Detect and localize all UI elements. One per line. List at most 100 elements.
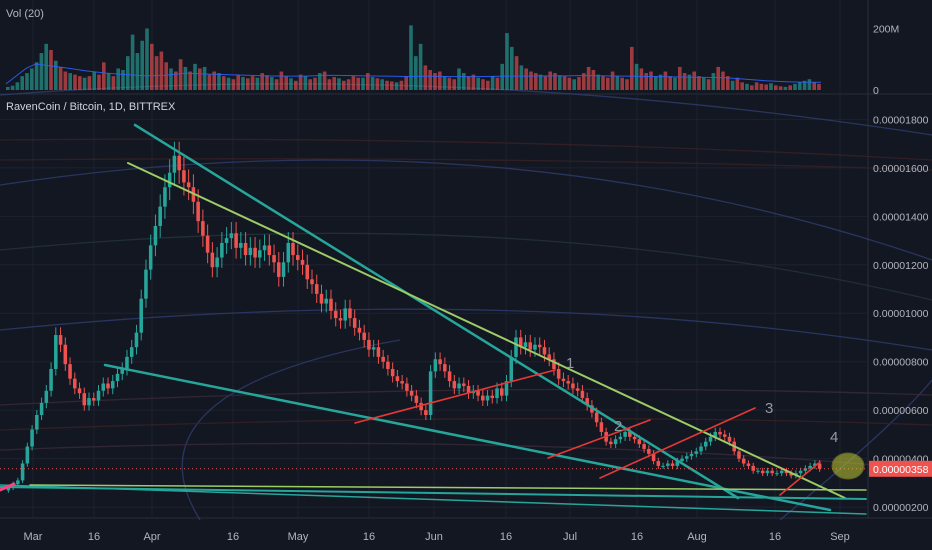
- candle-body: [680, 458, 684, 462]
- candle-body: [134, 332, 139, 348]
- volume-bar: [78, 76, 82, 90]
- candle-body: [158, 206, 162, 227]
- candle-body: [210, 252, 215, 268]
- candle-body: [405, 383, 409, 391]
- candle-body: [670, 463, 675, 466]
- candle-body: [101, 383, 106, 391]
- volume-bar: [25, 73, 29, 90]
- volume-bar: [817, 83, 821, 90]
- volume-bar: [222, 76, 226, 90]
- decorative-arc: [0, 417, 932, 431]
- volume-bar: [308, 79, 312, 90]
- annotation-label: 2: [614, 418, 622, 435]
- volume-bar: [476, 77, 480, 90]
- candle-body: [737, 451, 741, 459]
- candle-body: [476, 390, 480, 396]
- x-tick-label: Jun: [425, 531, 443, 543]
- volume-bar: [298, 74, 303, 90]
- volume-bar: [428, 70, 432, 90]
- volume-bar: [207, 74, 212, 90]
- volume-bar: [284, 76, 288, 90]
- volume-ma-line: [5, 63, 821, 85]
- candle-body: [509, 356, 514, 382]
- trendline-base-teal: [0, 486, 867, 500]
- volume-bar: [543, 76, 548, 90]
- candle-body: [357, 327, 362, 333]
- volume-bar: [534, 73, 538, 90]
- candle-body: [167, 172, 172, 188]
- candle-body: [400, 381, 404, 384]
- volume-bar: [322, 71, 327, 90]
- volume-bar: [687, 74, 692, 90]
- volume-bar: [126, 56, 130, 90]
- volume-bar: [20, 76, 24, 90]
- candle-body: [390, 368, 395, 377]
- candle-body: [362, 332, 366, 340]
- volume-bar: [164, 62, 168, 90]
- volume-bar: [591, 70, 596, 90]
- candle-body: [694, 451, 699, 454]
- volume-bar: [313, 77, 317, 90]
- volume-bar: [682, 73, 687, 90]
- volume-bar: [447, 77, 452, 90]
- decorative-arc: [0, 232, 932, 301]
- x-tick-label: 16: [88, 531, 100, 543]
- candle-body: [333, 310, 338, 319]
- candle-body: [481, 395, 485, 401]
- candle-body: [314, 284, 319, 294]
- candle-body: [547, 354, 551, 360]
- candle-body: [789, 473, 793, 476]
- candle-body: [262, 245, 267, 251]
- candle-body: [485, 395, 490, 401]
- candle-body: [25, 446, 30, 464]
- candle-body: [599, 422, 604, 432]
- candle-body: [803, 468, 808, 471]
- volume-bar: [102, 62, 106, 90]
- volume-bar: [241, 77, 245, 90]
- volume-legend: Vol (20): [6, 8, 44, 20]
- volume-bar: [788, 85, 792, 90]
- candle-body: [628, 431, 632, 437]
- candle-body: [205, 235, 210, 253]
- volume-bar: [188, 71, 192, 90]
- volume-bar: [548, 71, 552, 90]
- candle-body: [727, 436, 732, 442]
- candle-body: [504, 381, 509, 396]
- decorative-arc: [779, 379, 932, 521]
- candle-body: [281, 262, 286, 277]
- candle-body: [575, 388, 580, 391]
- volume-bar: [111, 76, 116, 90]
- trendline-base-green: [29, 484, 867, 491]
- volume-bar: [438, 71, 442, 90]
- candle-body: [457, 383, 461, 389]
- candle-body: [533, 344, 537, 350]
- candle-body: [277, 262, 281, 277]
- decorative-curves: [0, 83, 932, 521]
- volume-bar: [730, 80, 735, 90]
- volume-bar: [174, 71, 178, 90]
- volume-bar: [471, 74, 476, 90]
- volume-bar: [337, 78, 341, 90]
- volume-bar: [97, 74, 101, 90]
- price-tick-label: 0.00000200: [873, 502, 929, 514]
- volume-bar: [169, 68, 173, 90]
- candle-body: [73, 378, 77, 389]
- volume-bar: [721, 71, 725, 90]
- candle-body: [177, 155, 181, 171]
- candle-body: [741, 458, 746, 464]
- candle-body: [196, 201, 200, 222]
- candle-body: [54, 335, 58, 369]
- candle-body: [371, 347, 376, 350]
- volume-bar: [30, 68, 34, 90]
- volume-bar: [668, 76, 672, 90]
- volume-bar: [270, 77, 274, 90]
- last-price-tag: [869, 460, 932, 477]
- volume-bar: [279, 71, 284, 90]
- volume-bar: [529, 71, 533, 90]
- volume-bar: [769, 83, 773, 90]
- candle-body: [215, 257, 219, 268]
- volume-bar: [394, 82, 399, 90]
- candle-body: [594, 412, 599, 423]
- volume-bar: [54, 60, 58, 90]
- volume-bar: [356, 77, 360, 90]
